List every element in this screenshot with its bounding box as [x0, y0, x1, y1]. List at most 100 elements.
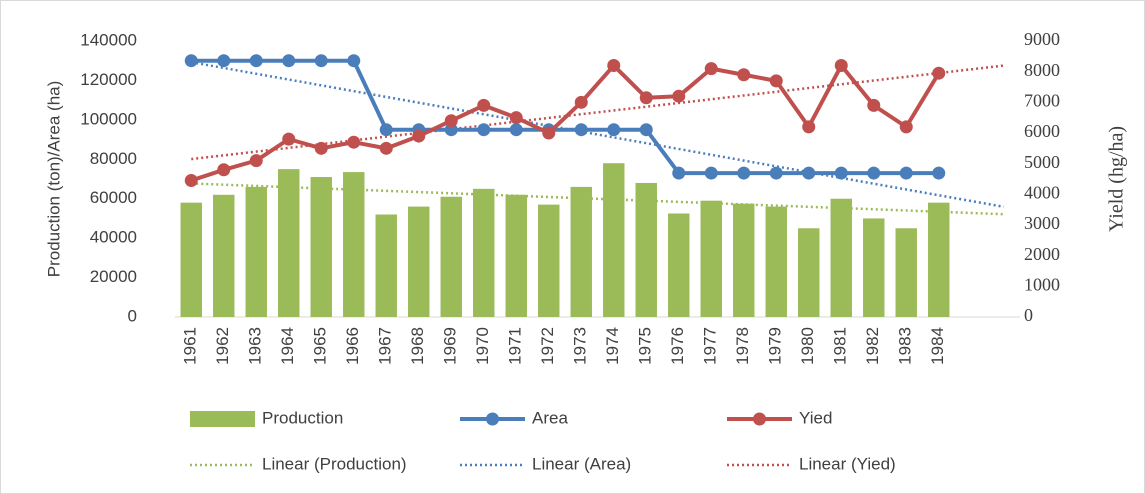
trendline — [191, 64, 1004, 161]
x-tick-label: 1973 — [571, 327, 590, 365]
marker — [282, 132, 296, 146]
x-tick-label: 1964 — [278, 327, 297, 365]
y-tick-label: 60000 — [90, 188, 137, 207]
bar — [408, 206, 430, 317]
bar — [928, 202, 950, 317]
marker — [834, 59, 848, 73]
marker — [184, 174, 198, 188]
bar — [245, 186, 267, 317]
y-tick-label: 80000 — [90, 149, 137, 168]
marker — [704, 62, 718, 76]
y2-tick-label: 2000 — [1024, 244, 1060, 264]
bar — [278, 169, 300, 317]
marker — [639, 123, 653, 137]
bar — [863, 218, 885, 317]
marker — [769, 166, 783, 180]
x-tick-label: 1969 — [441, 327, 460, 365]
x-tick-label: 1974 — [603, 327, 622, 365]
marker — [932, 66, 946, 80]
marker — [737, 166, 751, 180]
marker — [867, 98, 881, 112]
x-tick-label: 1977 — [701, 327, 720, 365]
y2-tick-label: 5000 — [1024, 152, 1060, 172]
marker — [184, 54, 198, 68]
x-tick-label: 1975 — [636, 327, 655, 365]
y-tick-label: 140000 — [80, 30, 137, 49]
y2-tick-label: 7000 — [1024, 90, 1060, 110]
marker — [217, 54, 231, 68]
marker — [574, 123, 588, 137]
marker — [574, 95, 588, 109]
y-tick-label: 20000 — [90, 267, 137, 286]
bar — [538, 204, 560, 317]
y-axis-title: Production (ton)/Area (ha) — [44, 81, 63, 278]
marker — [477, 123, 491, 137]
legend-label: Linear (Area) — [532, 454, 631, 473]
marker — [314, 141, 328, 155]
bar — [180, 202, 202, 317]
x-tick-label: 1979 — [766, 327, 785, 365]
x-tick-label: 1970 — [473, 327, 492, 365]
marker — [867, 166, 881, 180]
x-tick-label: 1982 — [863, 327, 882, 365]
marker — [932, 166, 946, 180]
x-tick-label: 1972 — [538, 327, 557, 365]
bar — [635, 182, 657, 317]
marker — [249, 154, 263, 168]
bar — [895, 228, 917, 317]
marker — [834, 166, 848, 180]
bar — [700, 200, 722, 317]
bar — [733, 203, 755, 317]
bar — [473, 188, 495, 317]
legend-label: Yied — [799, 408, 832, 427]
x-tick-label: 1980 — [798, 327, 817, 365]
marker — [379, 141, 393, 155]
legend-label: Linear (Yied) — [799, 454, 896, 473]
legend-label: Production — [262, 408, 343, 427]
x-tick-label: 1962 — [213, 327, 232, 365]
y-tick-label: 120000 — [80, 70, 137, 89]
marker — [737, 68, 751, 82]
marker — [444, 114, 458, 128]
marker — [347, 54, 361, 68]
bar — [505, 194, 527, 317]
x-tick-label: 1961 — [181, 327, 200, 365]
marker — [607, 59, 621, 73]
marker — [249, 54, 263, 68]
marker — [314, 54, 328, 68]
bar — [830, 198, 852, 317]
x-tick-label: 1967 — [376, 327, 395, 365]
marker — [639, 91, 653, 105]
bar — [798, 228, 820, 317]
marker — [282, 54, 296, 68]
bar — [440, 196, 462, 317]
x-tick-label: 1983 — [896, 327, 915, 365]
marker — [379, 123, 393, 137]
legend-label: Area — [532, 408, 568, 427]
marker — [542, 126, 556, 140]
trendline — [191, 182, 1004, 216]
marker — [899, 120, 913, 134]
y-tick-label: 100000 — [80, 109, 137, 128]
bar — [343, 172, 365, 317]
x-tick-label: 1981 — [831, 327, 850, 365]
y2-tick-label: 6000 — [1024, 121, 1060, 141]
bar — [213, 194, 235, 317]
legend-swatch — [486, 412, 499, 426]
bar — [570, 186, 592, 317]
marker — [802, 166, 816, 180]
bar — [603, 163, 625, 317]
marker — [769, 74, 783, 88]
y2-tick-label: 3000 — [1024, 213, 1060, 233]
y-tick-label: 0 — [128, 306, 137, 325]
legend-swatch — [753, 412, 766, 426]
y2-axis-title: Yield (hg/ha) — [1106, 126, 1128, 232]
y2-tick-label: 4000 — [1024, 182, 1060, 202]
x-tick-label: 1984 — [928, 327, 947, 365]
y2-tick-label: 8000 — [1024, 60, 1060, 80]
x-tick-label: 1978 — [733, 327, 752, 365]
x-tick-label: 1968 — [408, 327, 427, 365]
marker — [802, 120, 816, 134]
bar — [310, 177, 332, 317]
legend-swatch — [190, 411, 255, 427]
